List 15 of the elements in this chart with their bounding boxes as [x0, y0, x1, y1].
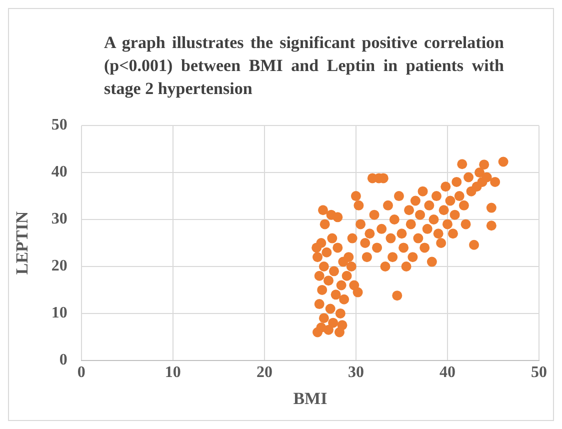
x-tick-label: 0: [77, 364, 86, 382]
y-axis-title: LEPTIN: [12, 210, 32, 275]
y-tick-label: 40: [51, 164, 68, 181]
y-tick-label: 50: [51, 116, 68, 134]
y-tick-label: 30: [51, 210, 68, 228]
x-axis-title: BMI: [293, 389, 328, 408]
y-tick-label: 10: [51, 304, 68, 322]
x-tick-label: 20: [256, 364, 272, 382]
x-tick-label: 10: [164, 364, 181, 382]
x-tick-label: 50: [531, 364, 547, 382]
chart-title: A graph illustrates the significant positive correlation (p<0.001) between BMI and Leptin in patients with stage 2 hypertension: [104, 32, 504, 100]
x-tick-label: 40: [439, 364, 456, 382]
y-tick-label: 0: [59, 352, 68, 369]
y-tick-label: 20: [51, 258, 68, 275]
x-tick-label: 30: [348, 364, 364, 382]
